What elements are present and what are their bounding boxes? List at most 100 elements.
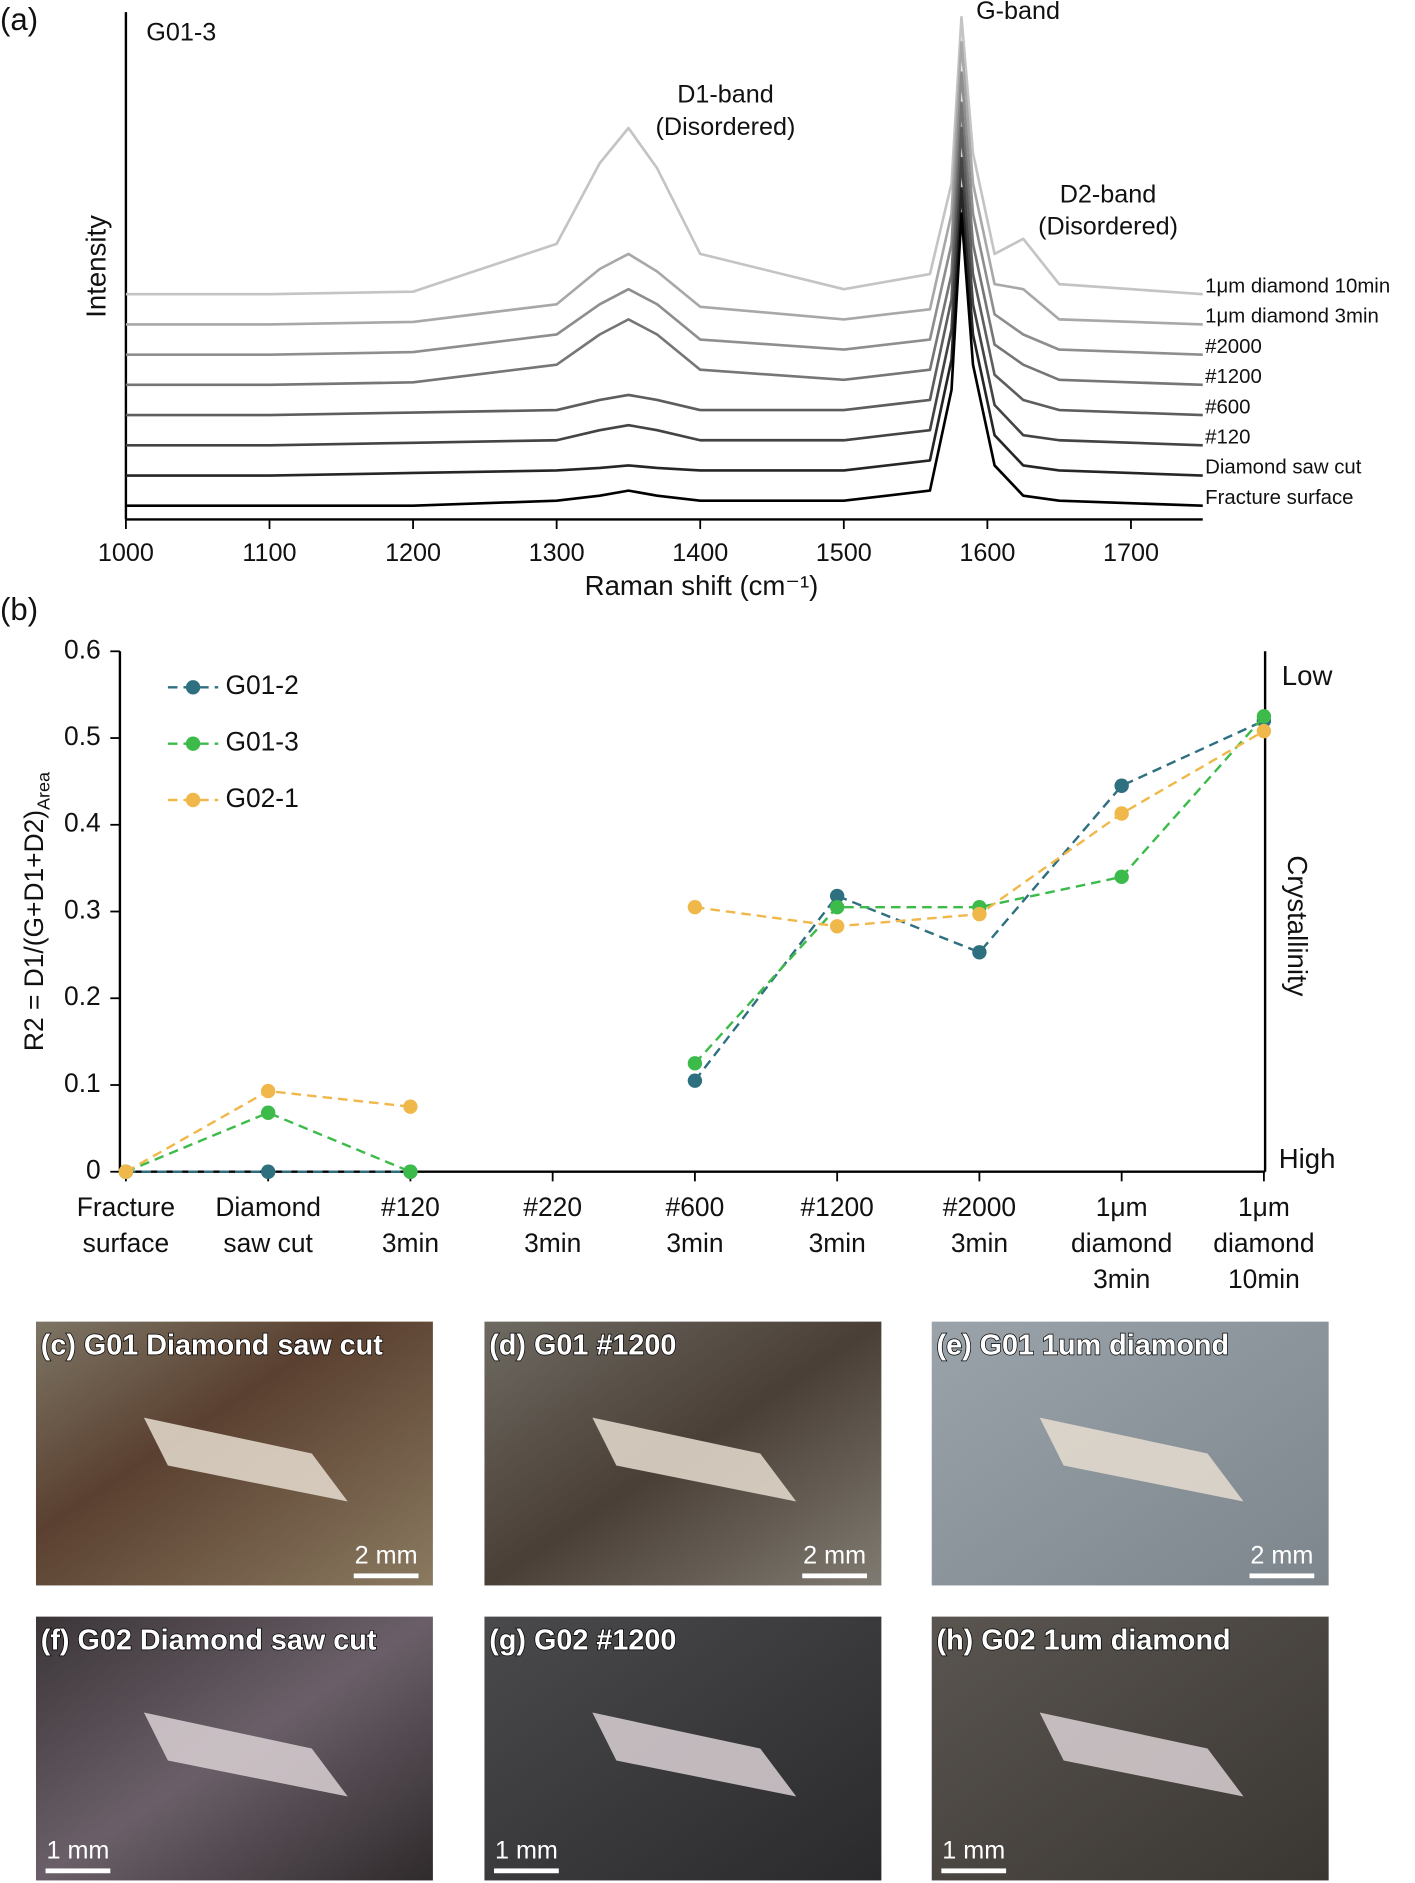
sample-label: G01-3	[146, 18, 216, 46]
x-tick-label: #2000 3min	[942, 1192, 1017, 1259]
scale-bar	[45, 1868, 111, 1874]
x-tick-label: #600 3min	[665, 1192, 725, 1259]
photo-label: (h) G02 1um diamond	[937, 1624, 1231, 1656]
data-point	[403, 1099, 418, 1114]
series-label: #120	[1205, 426, 1250, 448]
photo-grain	[143, 1712, 348, 1797]
data-point	[687, 899, 703, 915]
data-point	[1114, 806, 1129, 821]
y-tick-label: 0.6	[64, 634, 101, 664]
x-tick-label: #220 3min	[523, 1192, 583, 1259]
x-tick-label-box: 1μm diamond 10min	[1213, 1192, 1315, 1295]
y-tick-label: 0.2	[64, 981, 101, 1011]
spectrum-line	[125, 212, 1203, 508]
x-tick-label-box: #120 3min	[381, 1192, 440, 1259]
series-line	[125, 715, 1265, 1173]
right-label: Low	[1282, 660, 1333, 691]
series-label: Diamond saw cut	[1205, 457, 1362, 479]
scale-label: 2 mm	[355, 1541, 418, 1569]
y-axis-label-main: R2 = D1/(G+D1+D2)	[19, 810, 49, 1051]
x-tick-label-box: Fracture surface	[76, 1192, 176, 1259]
spectrum-line	[125, 41, 1203, 326]
y-axis-label-subscript: Area	[33, 772, 53, 810]
series-label: #2000	[1205, 336, 1262, 358]
spectrum-line	[125, 187, 1203, 477]
x-tick-label-box: #1200 3min	[800, 1192, 874, 1259]
data-point	[829, 899, 845, 915]
spectrum-line	[125, 156, 1203, 447]
legend-label: G02-1	[225, 783, 298, 813]
data-point	[403, 1164, 418, 1179]
y-axis-label: R2 = D1/(G+D1+D2)Area	[19, 772, 53, 1051]
x-tick-label: Diamond saw cut	[215, 1192, 321, 1259]
x-tick-label: Fracture surface	[76, 1192, 176, 1259]
data-point	[829, 919, 845, 934]
photo-grain	[592, 1712, 797, 1797]
photo-label: (e) G01 1um diamond	[937, 1329, 1230, 1361]
legend-marker	[185, 680, 201, 695]
x-tick-label-box: #2000 3min	[942, 1192, 1017, 1259]
annotation: G-band	[976, 0, 1060, 25]
data-point	[687, 1056, 703, 1071]
x-tick-label-box: #600 3min	[665, 1192, 725, 1259]
photo-label: (d) G01 #1200	[489, 1329, 676, 1361]
annotation: D2-band	[1060, 180, 1157, 208]
scale-label: 1 mm	[495, 1836, 558, 1864]
x-tick-label-box: Diamond saw cut	[215, 1192, 321, 1259]
legend-marker	[185, 736, 201, 751]
panel-label: (b)	[0, 592, 38, 627]
photo-grain	[1039, 1712, 1244, 1797]
scale-label: 1 mm	[46, 1836, 109, 1864]
y-tick-label: 0.4	[64, 808, 101, 838]
data-point	[118, 1164, 134, 1179]
scale-bar	[802, 1573, 867, 1579]
data-point	[1114, 869, 1129, 885]
x-tick-label: 1000	[98, 539, 154, 567]
series-label: #1200	[1205, 366, 1262, 388]
legend-label: G01-2	[225, 670, 298, 700]
photo-label: (g) G02 #1200	[489, 1624, 676, 1656]
data-point	[1114, 778, 1129, 793]
x-tick-label: 1μm diamond 10min	[1213, 1192, 1315, 1295]
x-tick-label: #1200 3min	[800, 1192, 874, 1259]
scale-label: 2 mm	[1250, 1541, 1313, 1569]
photo-grain	[143, 1417, 348, 1502]
annotation: (Disordered)	[1038, 213, 1178, 241]
x-tick-label: 1200	[385, 539, 441, 567]
data-point	[972, 906, 987, 922]
y-tick-label: 0.5	[64, 721, 101, 751]
series-label: 1μm diamond 10min	[1205, 275, 1390, 297]
scale-bar	[941, 1868, 1007, 1874]
photo-grain	[1039, 1417, 1244, 1502]
scale-bar	[494, 1868, 559, 1874]
series-label: Fracture surface	[1205, 487, 1353, 509]
spectrum-line	[125, 71, 1203, 356]
data-point	[829, 888, 845, 904]
data-point	[972, 945, 987, 960]
data-point	[260, 1105, 276, 1120]
x-tick-label: #120 3min	[381, 1192, 440, 1259]
x-tick-label: 1700	[1103, 539, 1159, 567]
scale-label: 1 mm	[942, 1836, 1005, 1864]
y-tick-label: 0	[86, 1155, 101, 1185]
right-label: High	[1279, 1143, 1336, 1174]
x-tick-label: 1μm diamond 3min	[1071, 1192, 1173, 1295]
annotation: D1-band	[677, 81, 774, 109]
spectrum-line	[125, 15, 1203, 296]
y-tick-label: 0.3	[64, 894, 101, 924]
data-point	[1256, 709, 1272, 724]
data-point	[260, 1164, 276, 1179]
legend-label: G01-3	[225, 727, 298, 757]
x-axis-label: Raman shift (cm⁻¹)	[585, 570, 819, 601]
right-label: Crystallinity	[1282, 855, 1313, 996]
x-tick-label: 1300	[529, 539, 585, 567]
x-tick-label-box: #220 3min	[523, 1192, 583, 1259]
x-tick-label-box: 1μm diamond 3min	[1071, 1192, 1173, 1295]
spectrum-line	[125, 101, 1203, 387]
series-label: #600	[1205, 396, 1250, 418]
photo-label: (f) G02 Diamond saw cut	[41, 1624, 377, 1656]
data-point	[687, 1073, 703, 1088]
y-tick-label: 0.1	[64, 1068, 101, 1098]
